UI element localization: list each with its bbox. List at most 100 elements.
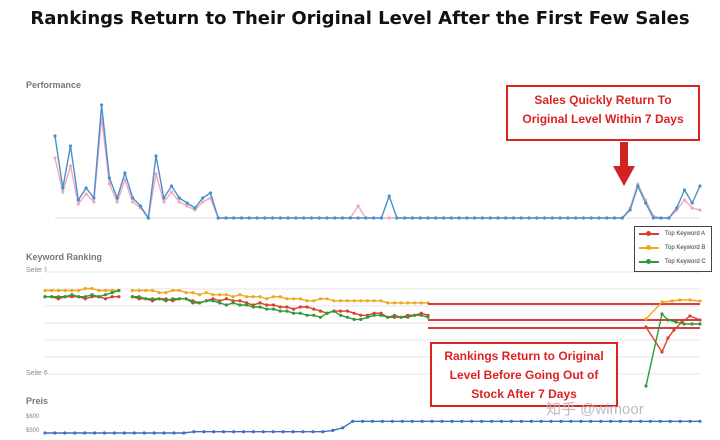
performance-series-blue-point (309, 216, 313, 220)
price-series-point (589, 419, 593, 423)
price-series-point (490, 419, 494, 423)
performance-series-blue-point (340, 216, 345, 220)
legend-label-b: Top Keyword B (665, 245, 706, 251)
keyword-series-1-point (345, 299, 349, 303)
keyword-return-c-point (666, 318, 670, 322)
keyword-series-2-point (103, 293, 108, 297)
performance-series-blue-point (325, 216, 329, 220)
keyword-series-1-point (97, 288, 101, 293)
price-series-point (222, 430, 226, 434)
price-series-point (43, 431, 47, 435)
performance-series-blue-point (68, 144, 73, 148)
price-series-point (202, 430, 206, 434)
keyword-series-2-point (245, 303, 249, 307)
price-series-point (390, 419, 394, 423)
performance-series-blue-point (387, 194, 391, 198)
legend-dot-c (646, 259, 651, 264)
price-series-point (361, 419, 365, 423)
keyword-ranking-label: Keyword Ranking (26, 252, 103, 262)
seite1-tick: Seite 1 (26, 267, 48, 274)
price-series-line (45, 420, 700, 434)
keyword-series-2-point (392, 313, 396, 317)
keyword-return-b-line (645, 299, 701, 320)
arrow-head (613, 166, 635, 186)
performance-series-blue-point (278, 216, 282, 220)
performance-series-blue-point (597, 216, 601, 220)
price-series-point (212, 430, 216, 434)
legend-item-a: Top Keyword A (635, 227, 711, 241)
keyword-series-1-point (325, 297, 329, 301)
keyword-series-2-point (177, 297, 181, 301)
keyword-series-1-point (372, 299, 376, 303)
performance-series-blue-point (682, 188, 687, 192)
performance-label: Performance (26, 80, 82, 90)
keyword-series-1-point (204, 291, 208, 295)
keyword-series-1-point (392, 301, 396, 305)
price-series-point (529, 419, 533, 423)
performance-series-blue-point (76, 198, 80, 202)
performance-series-blue-point (511, 216, 516, 220)
performance-series-blue-point (224, 216, 228, 220)
price-series-point (440, 419, 444, 423)
performance-series-blue-point (457, 216, 461, 220)
performance-series-pink-point (53, 156, 57, 160)
keyword-series-2-point (419, 313, 423, 317)
performance-series-blue-point (162, 196, 166, 200)
performance-series-blue-point (558, 216, 562, 220)
rankings-callout: Rankings Return to Original Level Before… (430, 342, 618, 407)
performance-series-pink-point (61, 190, 65, 194)
performance-series-blue-point (356, 216, 360, 220)
keyword-series-1-point (144, 288, 148, 293)
keyword-series-2-point (231, 301, 235, 305)
price-series-point (192, 430, 196, 434)
keyword-series-2-point (271, 307, 276, 311)
keyword-series-2-point (406, 315, 410, 319)
keyword-return-a-point (644, 325, 648, 329)
keyword-series-0-point (345, 309, 349, 313)
keyword-return-c-point (690, 322, 694, 326)
chart-title: Rankings Return to Their Original Level … (30, 8, 690, 29)
performance-series-blue-point (395, 216, 399, 220)
performance-series-blue-point (574, 216, 578, 220)
keyword-series-2-point (211, 299, 215, 303)
keyword-series-2-point (345, 315, 349, 319)
keyword-series-1-point (43, 288, 47, 293)
price-series-point (420, 419, 424, 423)
keyword-series-0-point (318, 309, 323, 313)
performance-series-blue-point (131, 196, 135, 200)
keyword-series-2-point (386, 315, 390, 319)
keyword-series-2-point (164, 299, 168, 303)
performance-series-blue-point (418, 216, 422, 220)
keyword-series-2-point (97, 295, 101, 299)
keyword-return-a-point (666, 336, 670, 340)
legend-dot-a (646, 231, 651, 236)
keyword-series-1-point (211, 293, 215, 297)
keyword-series-2-point (332, 309, 336, 313)
keyword-series-2-point (90, 293, 94, 297)
keyword-series-2-point (83, 295, 87, 299)
preis-tick-low: $500 (26, 428, 40, 434)
performance-series-pink-point (387, 216, 391, 220)
performance-series-pink-point (92, 200, 96, 204)
sales-callout: Sales Quickly Return To Original Level W… (506, 85, 700, 141)
keyword-series-1-point (312, 299, 316, 303)
keyword-series-2-point (298, 311, 302, 315)
keyword-series-0-point (305, 305, 309, 309)
keyword-series-1-point (177, 288, 181, 293)
keyword-series-2-point (43, 295, 47, 299)
keyword-series-0-point (312, 307, 316, 311)
performance-series-pink-point (162, 200, 166, 204)
performance-series-blue-point (581, 216, 586, 220)
keyword-series-2-point (372, 313, 376, 317)
keyword-series-2-point (238, 303, 242, 307)
keyword-series-0-point (117, 295, 121, 299)
keyword-series-2-point (130, 295, 134, 299)
keyword-series-2-point (144, 297, 148, 301)
price-series-point (142, 431, 146, 435)
keyword-series-1-point (90, 286, 94, 291)
performance-series-blue-point (566, 216, 570, 220)
performance-series-blue-point (154, 154, 158, 158)
keyword-series-2-point (77, 295, 81, 299)
keyword-series-1-point (157, 291, 161, 295)
